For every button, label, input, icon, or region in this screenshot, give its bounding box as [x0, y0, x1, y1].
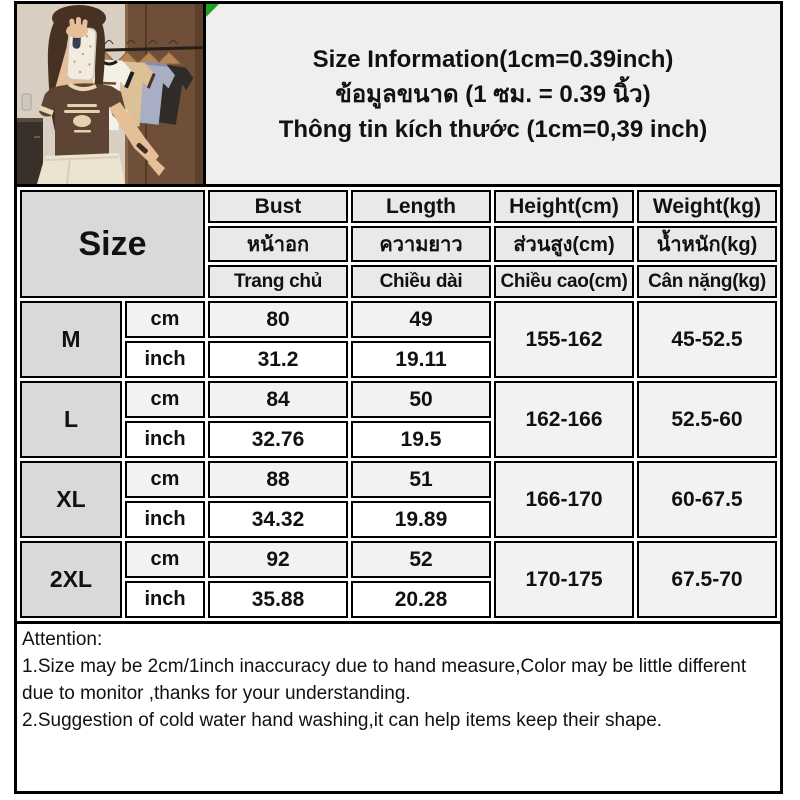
- attention-line: 2.Suggestion of cold water hand washing,…: [22, 709, 663, 731]
- size-info-title-th: ข้อมูลขนาด (1 ซม. = 0.39 นิ้ว): [335, 80, 651, 108]
- bust-inch-cell: 34.32: [208, 501, 348, 538]
- column-header-vi-bust: Trang chủ: [208, 265, 348, 298]
- header-band: Size Information(1cm=0.39inch) ข้อมูลขนา…: [17, 4, 780, 187]
- weight-range-cell: 67.5-70: [636, 541, 777, 618]
- bust-cm-cell: 92: [208, 541, 348, 578]
- sheet-frame: Size Information(1cm=0.39inch) ข้อมูลขนา…: [14, 1, 783, 794]
- attention-line: 1.Size may be 2cm/1inch inaccuracy due t…: [22, 655, 747, 677]
- unit-cell-cm: cm: [125, 541, 206, 578]
- length-cm-cell: 50: [351, 381, 491, 418]
- column-header-en-length: Length: [351, 190, 491, 223]
- bust-inch-cell: 32.76: [208, 421, 348, 458]
- size-table: Size Bust Length Height(cm) Weight(kg) ห…: [17, 187, 780, 621]
- length-inch-cell: 19.11: [351, 341, 491, 378]
- unit-cell-inch: inch: [125, 581, 206, 618]
- unit-cell-inch: inch: [125, 501, 206, 538]
- attention-line: due to monitor ,thanks for your understa…: [22, 682, 411, 704]
- height-range-cell: 155-162: [493, 301, 634, 378]
- column-header-vi-height: Chiều cao(cm): [493, 265, 634, 298]
- unit-cell-cm: cm: [125, 381, 206, 418]
- length-cm-cell: 51: [351, 461, 491, 498]
- unit-cell-cm: cm: [125, 301, 206, 338]
- weight-range-cell: 45-52.5: [636, 301, 777, 378]
- column-header-en-weight: Weight(kg): [636, 190, 777, 223]
- size-table-section: Size Bust Length Height(cm) Weight(kg) ห…: [17, 187, 780, 621]
- bust-cm-cell: 88: [208, 461, 348, 498]
- model-selfie-illustration: [17, 4, 203, 184]
- column-header-en-height: Height(cm): [493, 190, 634, 223]
- bust-cm-cell: 80: [208, 301, 348, 338]
- attention-box: Attention: 1.Size may be 2cm/1inch inacc…: [17, 621, 780, 791]
- size-label-cell: M: [20, 301, 122, 378]
- column-header-vi-length: Chiều dài: [351, 265, 491, 298]
- weight-range-cell: 60-67.5: [636, 461, 777, 538]
- size-label-cell: XL: [20, 461, 122, 538]
- size-label-cell: 2XL: [20, 541, 122, 618]
- weight-range-cell: 52.5-60: [636, 381, 777, 458]
- unit-cell-cm: cm: [125, 461, 206, 498]
- unit-cell-inch: inch: [125, 421, 206, 458]
- height-range-cell: 166-170: [493, 461, 634, 538]
- bust-inch-cell: 31.2: [208, 341, 348, 378]
- column-header-th-weight: น้ำหนัก(kg): [636, 226, 777, 262]
- height-range-cell: 162-166: [493, 381, 634, 458]
- column-header-th-height: ส่วนสูง(cm): [493, 226, 634, 262]
- length-cm-cell: 52: [351, 541, 491, 578]
- cell-corner-flag-icon: [206, 4, 219, 17]
- column-header-th-length: ความยาว: [351, 226, 491, 262]
- height-range-cell: 170-175: [493, 541, 634, 618]
- column-header-th-bust: หน้าอก: [208, 226, 348, 262]
- title-cell: Size Information(1cm=0.39inch) ข้อมูลขนา…: [206, 4, 780, 184]
- column-header-en-bust: Bust: [208, 190, 348, 223]
- length-cm-cell: 49: [351, 301, 491, 338]
- length-inch-cell: 19.5: [351, 421, 491, 458]
- column-header-vi-weight: Cân nặng(kg): [636, 265, 777, 298]
- length-inch-cell: 19.89: [351, 501, 491, 538]
- size-label-cell: L: [20, 381, 122, 458]
- unit-cell-inch: inch: [125, 341, 206, 378]
- size-info-title-vi: Thông tin kích thước (1cm=0,39 inch): [278, 115, 708, 143]
- length-inch-cell: 20.28: [351, 581, 491, 618]
- size-info-title-en: Size Information(1cm=0.39inch): [312, 45, 674, 73]
- bust-cm-cell: 84: [208, 381, 348, 418]
- bust-inch-cell: 35.88: [208, 581, 348, 618]
- size-corner-cell: Size: [20, 190, 206, 298]
- attention-heading: Attention:: [22, 629, 103, 650]
- product-photo: [17, 4, 206, 184]
